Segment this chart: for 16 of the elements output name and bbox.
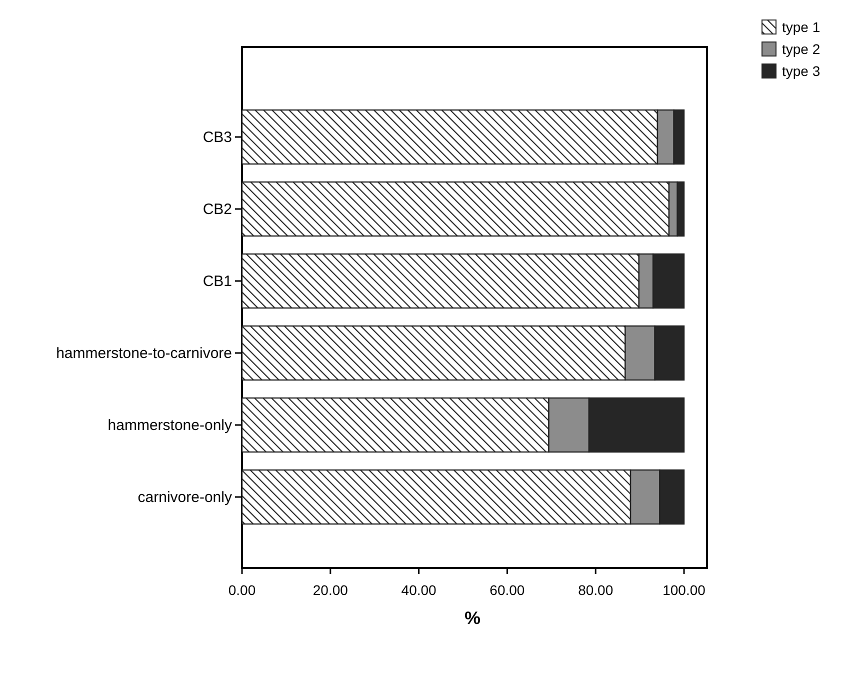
x-tick-label: 60.00 [490, 582, 525, 598]
x-axis-title: % [464, 608, 481, 628]
x-tick-label: 20.00 [312, 582, 348, 598]
legend-label: type 1 [782, 19, 820, 35]
y-tick-label: carnivore-only [138, 489, 232, 506]
y-tick-label: hammerstone-to-carnivore [56, 345, 232, 362]
y-tick-label: CB3 [202, 129, 232, 146]
x-tick-label: 40.00 [401, 582, 437, 598]
legend-label: type 2 [782, 41, 820, 57]
x-tick-label: 100.00 [662, 582, 706, 598]
y-tick-label: CB1 [202, 273, 232, 290]
legend-label: type 3 [782, 63, 820, 79]
x-tick-label: 0.00 [228, 582, 256, 598]
x-tick-label: 80.00 [578, 582, 614, 598]
y-tick-label: CB2 [202, 201, 232, 218]
y-tick-label: hammerstone-only [108, 417, 232, 434]
